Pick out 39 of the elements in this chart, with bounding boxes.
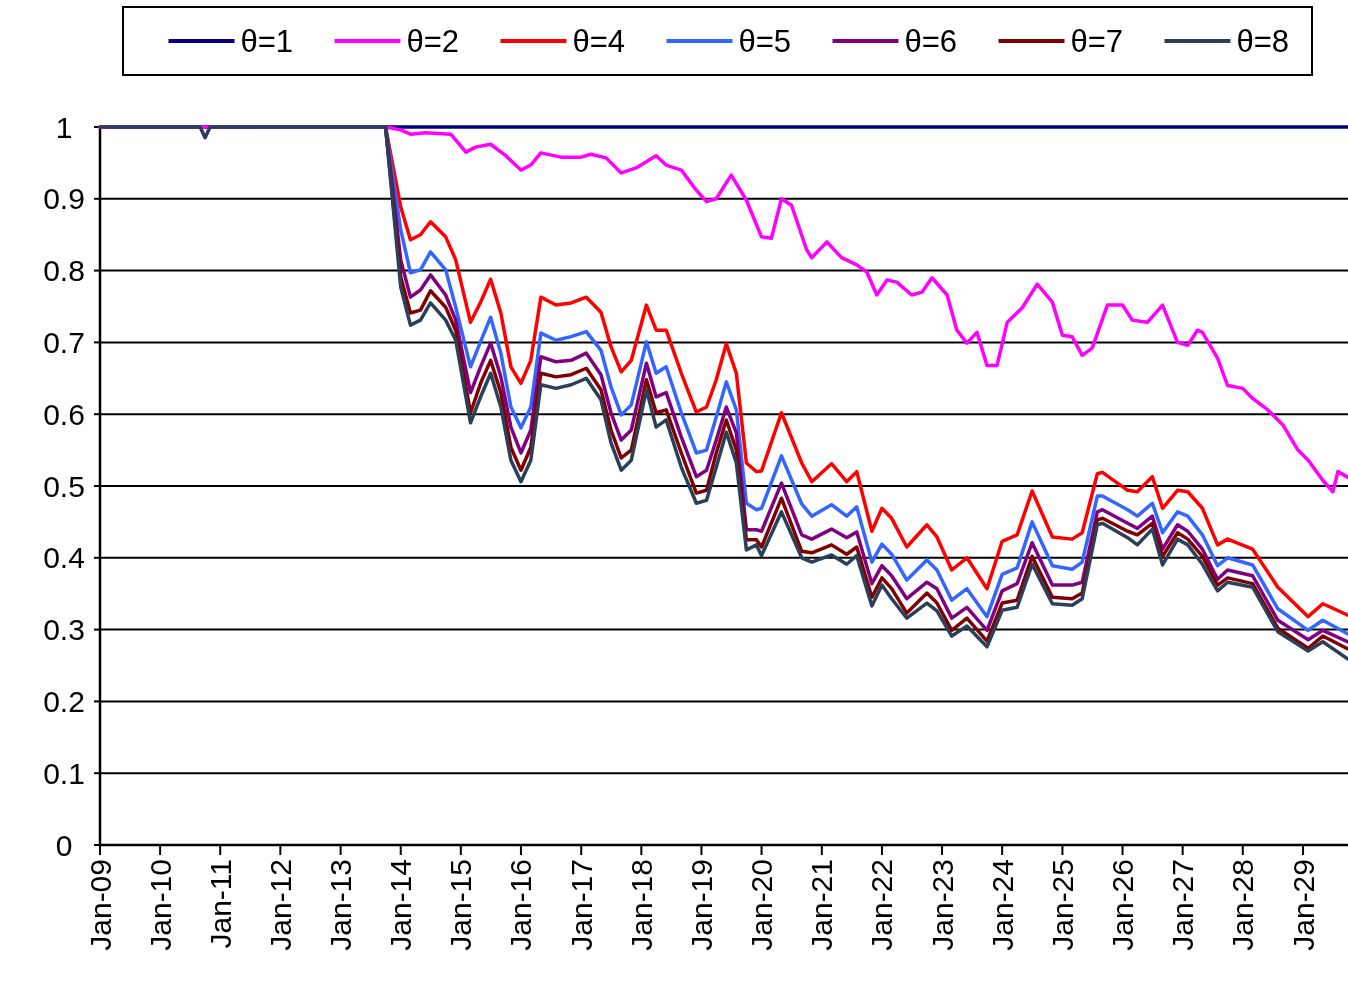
x-tick-label: Jan-25: [1045, 859, 1079, 951]
y-tick-label: 0.8: [43, 254, 85, 288]
x-tick-label: Jan-26: [1106, 859, 1140, 951]
x-tick-label: Jan-28: [1226, 859, 1260, 951]
legend-label: θ=1: [240, 24, 294, 59]
x-tick-label: Jan-21: [805, 859, 839, 951]
y-tick-label: 0.6: [43, 397, 85, 431]
x-tick-label: Jan-24: [985, 859, 1019, 951]
legend-label: θ=2: [406, 24, 460, 59]
y-tick-label: 0.2: [43, 684, 85, 718]
y-tick-label: 0.7: [43, 325, 85, 359]
x-tick-label: Jan-20: [745, 859, 779, 951]
x-tick-label: Jan-10: [143, 859, 177, 951]
x-tick-label: Jan-15: [444, 859, 478, 951]
legend-label: θ=6: [904, 24, 958, 59]
y-tick-label: 0.9: [43, 182, 85, 216]
x-tick-label: Jan-23: [925, 859, 959, 951]
x-tick-label: Jan-16: [504, 859, 538, 951]
legend-label: θ=5: [738, 24, 792, 59]
y-tick-label: 0.3: [43, 613, 85, 647]
x-tick-label: Jan-22: [865, 859, 899, 951]
x-tick-label: Jan-13: [324, 859, 358, 951]
legend-label: θ=8: [1236, 24, 1290, 59]
y-tick-label: 0.5: [43, 469, 85, 503]
y-tick-label: 0.1: [43, 756, 85, 790]
x-tick-label: Jan-27: [1166, 859, 1200, 951]
legend-label: θ=7: [1070, 24, 1124, 59]
x-tick-label: Jan-12: [263, 859, 297, 951]
y-tick-label: 0: [55, 828, 73, 862]
x-tick-label: Jan-14: [384, 859, 418, 951]
x-tick-label: Jan-09: [83, 859, 117, 951]
x-tick-label: Jan-19: [684, 859, 718, 951]
legend-label: θ=4: [572, 24, 626, 59]
x-tick-label: Jan-29: [1286, 859, 1320, 951]
x-tick-label: Jan-11: [203, 859, 237, 949]
x-tick-label: Jan-18: [624, 859, 658, 951]
y-tick-label: 0.4: [43, 541, 85, 575]
x-tick-label: Jan-17: [564, 859, 598, 951]
y-tick-label: 1: [55, 110, 73, 144]
